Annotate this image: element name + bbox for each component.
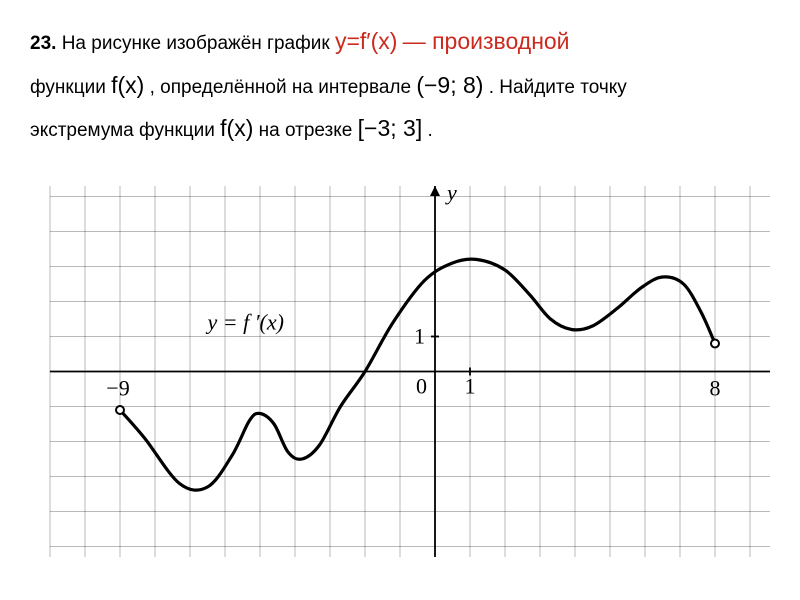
svg-text:8: 8: [710, 376, 721, 401]
problem-eq-5: [−3; 3]: [358, 115, 423, 141]
problem-eq-4: f(x): [220, 115, 253, 141]
svg-text:y = f ′(x): y = f ′(x): [206, 310, 284, 335]
problem-text-2: — производной: [403, 28, 570, 54]
problem-text-6: экстремума функции: [30, 120, 220, 141]
problem-eq-3: (−9; 8): [416, 72, 483, 98]
problem-text-7: на отрезке: [259, 120, 358, 141]
svg-text:0: 0: [416, 374, 427, 399]
derivative-graph: 011−98xyy = f ′(x): [30, 171, 770, 561]
problem-text-3: функции: [30, 77, 111, 98]
problem-text-8: .: [428, 120, 433, 141]
problem-eq-1: y=f′(x): [335, 28, 397, 54]
svg-text:1: 1: [414, 324, 425, 349]
problem-text-1: На рисунке изображён график: [62, 33, 335, 54]
problem-text-5: . Найдите точку: [489, 77, 627, 98]
problem-statement: 23. На рисунке изображён график y=f′(x) …: [30, 20, 770, 151]
problem-number: 23.: [30, 33, 56, 54]
svg-text:1: 1: [465, 374, 476, 399]
svg-text:−9: −9: [106, 376, 129, 401]
problem-eq-2: f(x): [111, 72, 144, 98]
svg-text:y: y: [445, 180, 457, 205]
problem-text-4: , определённой на интервале: [150, 77, 417, 98]
graph-svg: 011−98xyy = f ′(x): [30, 171, 770, 561]
